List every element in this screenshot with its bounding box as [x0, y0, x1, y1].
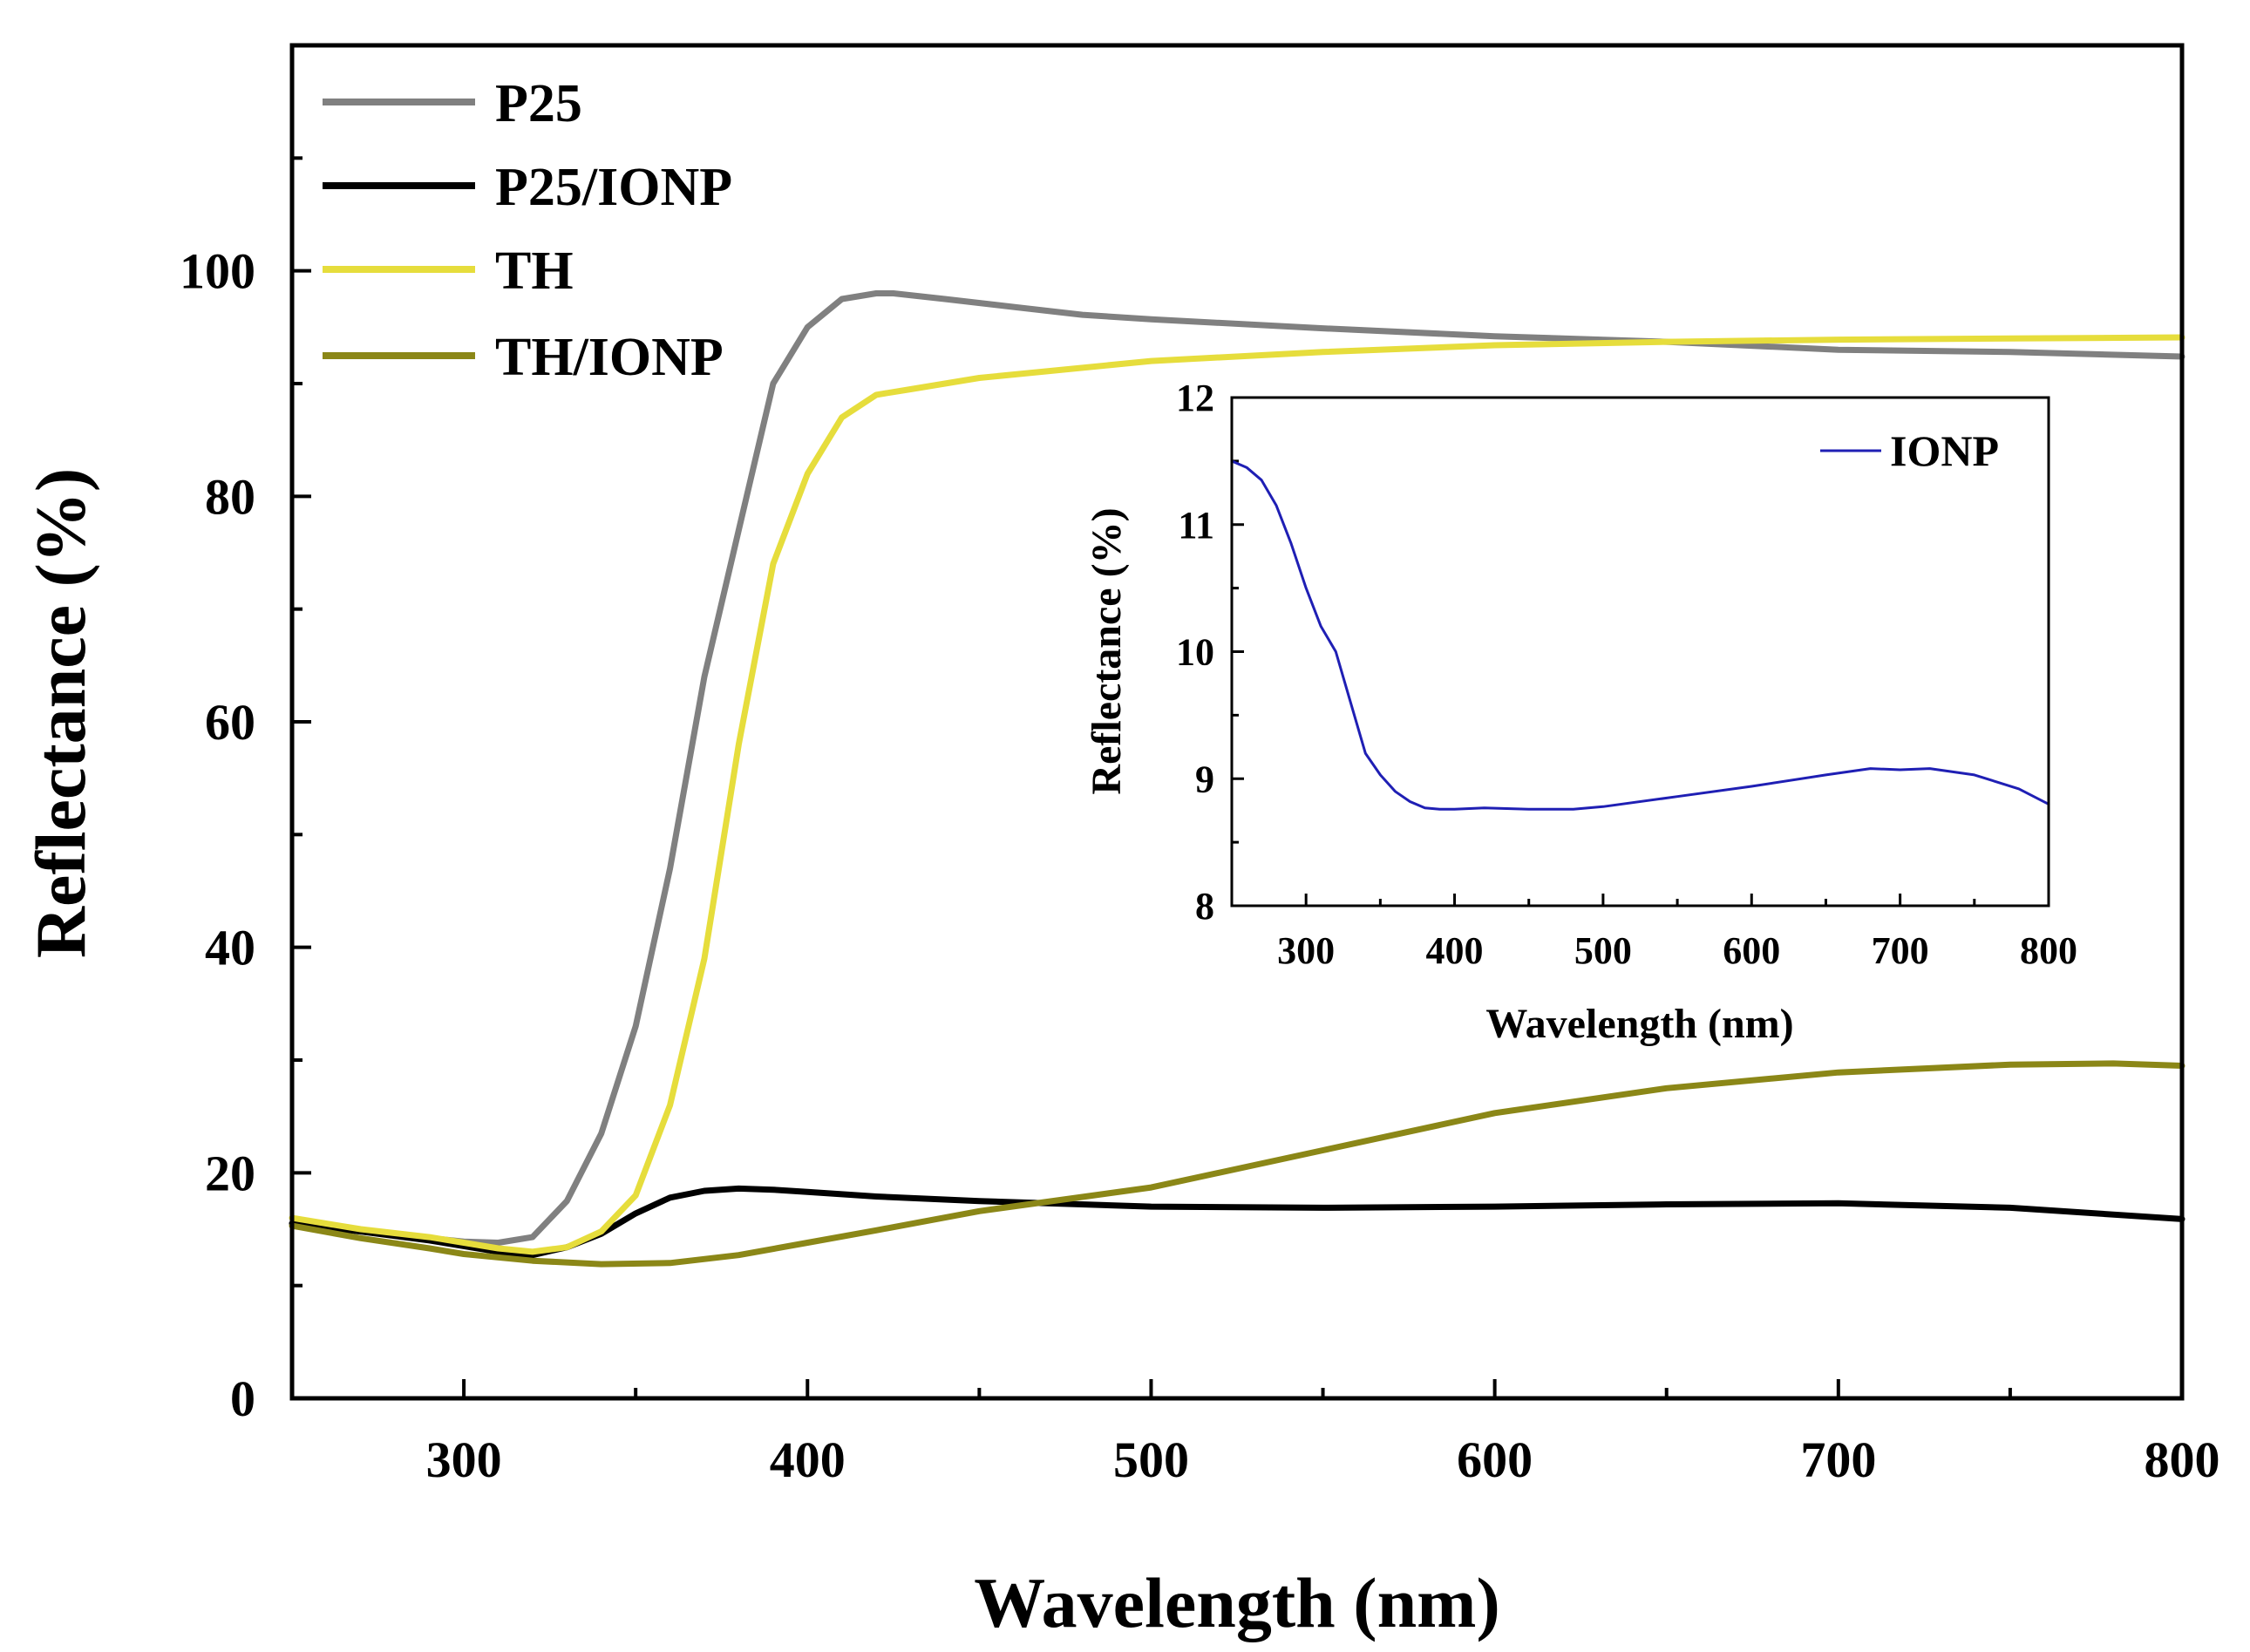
- inset-x-tick-label: 800: [2020, 929, 2077, 972]
- inset-x-tick-label: 400: [1426, 929, 1484, 972]
- main-y-axis-title: Reflectance (%): [21, 468, 100, 958]
- inset-y-tick-label: 12: [1176, 377, 1214, 419]
- main-series-line-th: [289, 334, 2185, 1255]
- inset-y-axis-title: Reflectance (%): [1084, 507, 1130, 794]
- inset-legend: IONP: [1820, 426, 1999, 475]
- inset-y-tick-label: 10: [1176, 631, 1214, 674]
- main-x-tick-label: 700: [1800, 1431, 1876, 1488]
- main-x-tick-label: 800: [2145, 1431, 2220, 1488]
- legend-label-th-ionp: TH/IONP: [495, 328, 724, 387]
- main-x-tick-label: 300: [426, 1431, 502, 1488]
- inset-plot-frame: [1230, 396, 2050, 908]
- legend-label-th: TH: [495, 241, 574, 301]
- main-x-tick-label: 400: [770, 1431, 846, 1488]
- inset-x-tick-label: 300: [1277, 929, 1335, 972]
- inset-y-tick-label: 11: [1178, 504, 1214, 547]
- inset-y-tick-label: 9: [1195, 758, 1214, 800]
- inset-legend-label-ionp: IONP: [1890, 426, 1999, 475]
- main-plot-series: [289, 290, 2185, 1268]
- inset-y-tick-label: 8: [1195, 885, 1214, 928]
- inset-x-tick-label: 500: [1574, 929, 1632, 972]
- inset-plot-series: [1230, 459, 2050, 811]
- main-plot-frame: [289, 43, 2185, 1401]
- main-y-tick-label: 0: [230, 1370, 255, 1427]
- main-legend: P25 P25/IONP TH TH/IONP: [323, 74, 732, 387]
- inset-x-tick-label: 600: [1723, 929, 1780, 972]
- main-x-axis-title: Wavelength (nm): [974, 1563, 1500, 1642]
- inset-x-axis-title: Wavelength (nm): [1485, 1001, 1793, 1047]
- legend-label-p25: P25: [495, 74, 582, 133]
- main-x-tick-label: 500: [1113, 1431, 1189, 1488]
- inset-x-tick-label: 700: [1872, 929, 1929, 972]
- main-y-tick-label: 40: [205, 920, 255, 976]
- main-x-tick-label: 600: [1457, 1431, 1533, 1488]
- main-y-tick-label: 80: [205, 468, 255, 525]
- inset-series-line-ionp: [1230, 459, 2050, 811]
- inset-background: [1232, 398, 2049, 906]
- main-series-line-p25-ionp: [289, 1185, 2185, 1259]
- main-tick-labels: 300 400 500 600 700 800 0 20 40 60 80 100: [180, 243, 2220, 1488]
- main-y-tick-label: 20: [205, 1145, 255, 1201]
- legend-label-p25-ionp: P25/IONP: [495, 158, 732, 217]
- main-y-tick-label: 100: [180, 243, 255, 300]
- main-series-line-th-ionp: [289, 1060, 2185, 1268]
- main-y-tick-label: 60: [205, 694, 255, 751]
- main-series-line-p25: [289, 290, 2185, 1246]
- inset-tick-labels: 300 400 500 600 700 800 8 9 10 11 12: [1176, 377, 2077, 972]
